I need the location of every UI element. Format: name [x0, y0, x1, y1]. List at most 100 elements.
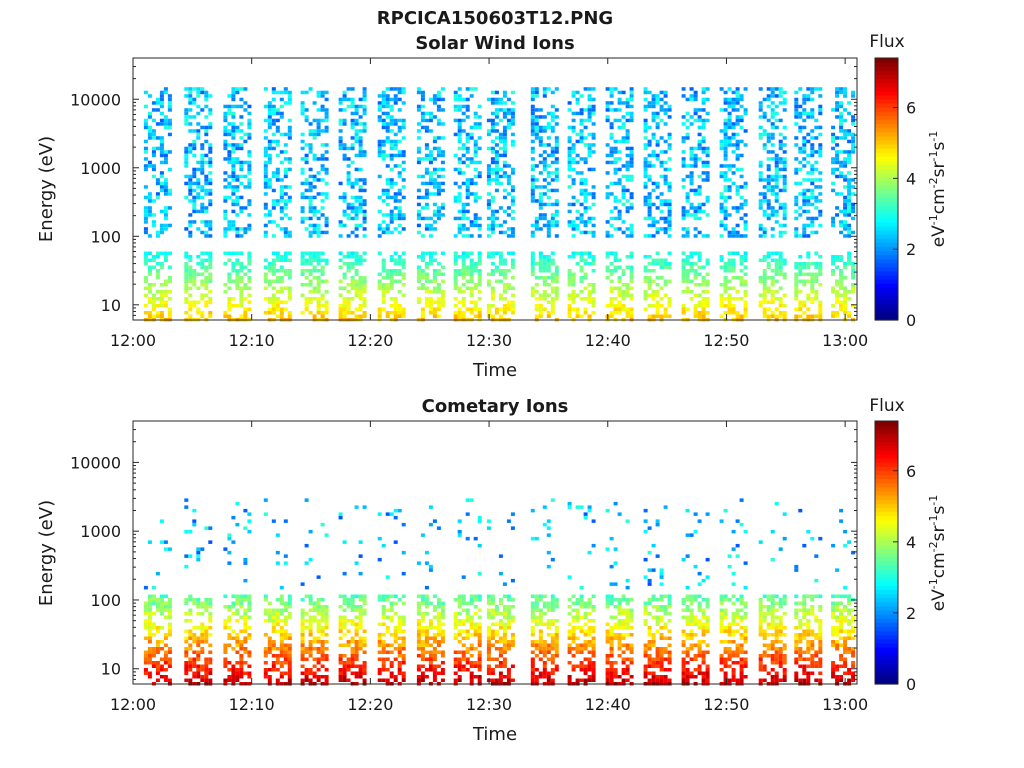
solar-wind-cell — [204, 279, 209, 283]
solar-wind-colorbar-step — [875, 213, 898, 219]
solar-wind-cell — [835, 297, 840, 301]
solar-wind-cell — [571, 223, 576, 228]
solar-wind-cell — [727, 111, 732, 116]
solar-wind-cell — [770, 227, 775, 231]
solar-wind-cell — [498, 146, 503, 151]
cometary-cell — [316, 640, 321, 644]
solar-wind-cell — [490, 111, 495, 116]
solar-wind-cell — [300, 283, 305, 287]
solar-wind-cell — [681, 164, 686, 168]
solar-wind-colorbar-step — [875, 246, 898, 251]
cometary-cell — [275, 678, 280, 682]
solar-wind-cell — [362, 209, 367, 214]
solar-wind-cell — [469, 87, 474, 91]
solar-wind-cell — [424, 206, 429, 210]
solar-wind-colorbar-step — [875, 205, 898, 211]
solar-wind-cell — [275, 118, 280, 123]
solar-wind-cell — [358, 146, 363, 151]
solar-wind-cell — [223, 146, 228, 151]
solar-wind-cell — [271, 307, 276, 311]
solar-wind-cell — [247, 279, 252, 283]
solar-wind-cell — [843, 234, 848, 238]
cometary-cell — [196, 636, 201, 640]
solar-wind-cell — [689, 269, 694, 273]
solar-wind-cell — [655, 122, 660, 126]
solar-wind-colorbar-tick-label: 0 — [906, 311, 916, 330]
solar-wind-cell — [147, 283, 152, 287]
solar-wind-cell — [494, 269, 499, 273]
cometary-cell — [308, 557, 313, 562]
solar-wind-cell — [659, 199, 664, 203]
solar-wind-cell — [554, 279, 559, 283]
cometary-cell — [316, 605, 321, 609]
solar-wind-cell — [727, 293, 732, 297]
solar-wind-cell — [697, 185, 702, 189]
solar-wind-cell — [279, 97, 284, 102]
solar-wind-cell — [762, 272, 767, 276]
solar-wind-cell — [554, 108, 559, 112]
solar-wind-cell — [743, 227, 748, 231]
solar-wind-cell — [613, 307, 618, 311]
solar-wind-cell — [300, 139, 305, 144]
solar-wind-cell — [381, 227, 386, 231]
solar-wind-cell — [453, 104, 458, 109]
solar-wind-cell — [835, 101, 840, 105]
solar-wind-cell — [542, 279, 547, 283]
solar-wind-cell — [147, 272, 152, 276]
solar-wind-cell — [308, 174, 313, 179]
solar-wind-cell — [324, 311, 329, 315]
solar-wind-cell — [774, 167, 779, 172]
cometary-cell — [151, 654, 156, 658]
solar-wind-cell — [510, 115, 515, 119]
solar-wind-cell — [567, 255, 572, 259]
solar-wind-cell — [208, 111, 213, 116]
solar-wind-cell — [362, 276, 367, 280]
solar-wind-cell — [727, 87, 732, 91]
solar-wind-cell — [814, 216, 819, 221]
cometary-cell — [163, 615, 168, 619]
solar-wind-cell — [416, 90, 421, 95]
solar-wind-cell — [192, 276, 197, 280]
solar-wind-cell — [304, 276, 309, 280]
cometary-cell — [342, 678, 347, 682]
cometary-cell — [358, 640, 363, 644]
cometary-cell — [151, 633, 156, 637]
solar-wind-cell — [159, 171, 164, 175]
solar-wind-cell — [147, 297, 152, 301]
solar-wind-cell — [192, 143, 197, 147]
solar-wind-cell — [782, 262, 787, 266]
solar-wind-cell — [263, 297, 268, 301]
cometary-cell — [247, 633, 252, 637]
cometary-cell — [300, 612, 305, 616]
solar-wind-cell — [502, 276, 507, 280]
solar-wind-cell — [381, 199, 386, 203]
solar-wind-cell — [625, 234, 630, 238]
solar-wind-cell — [239, 227, 244, 231]
solar-wind-cell — [436, 97, 441, 102]
cometary-cell — [147, 605, 152, 609]
solar-wind-cell — [579, 188, 584, 193]
cometary-cell — [316, 647, 321, 651]
solar-wind-cell — [774, 314, 779, 318]
cometary-cell — [192, 522, 197, 527]
solar-wind-cell — [377, 174, 382, 179]
solar-wind-cell — [506, 97, 511, 102]
cometary-cell — [239, 605, 244, 609]
solar-wind-cell — [743, 255, 748, 259]
solar-wind-cell — [469, 94, 474, 98]
cometary-cell — [239, 671, 244, 675]
solar-wind-cell — [381, 297, 386, 301]
solar-wind-cell — [184, 279, 189, 283]
solar-wind-cell — [810, 276, 815, 280]
solar-wind-cell — [312, 314, 317, 318]
solar-wind-cell — [350, 311, 355, 315]
solar-wind-cell — [267, 269, 272, 273]
solar-wind-cell — [794, 143, 799, 147]
solar-wind-cell — [436, 206, 441, 210]
solar-wind-cell — [851, 143, 856, 147]
cometary-cell — [247, 675, 252, 679]
cometary-cell — [235, 678, 240, 682]
solar-wind-cell — [770, 94, 775, 98]
solar-wind-cell — [350, 265, 355, 269]
solar-wind-cell — [239, 314, 244, 318]
